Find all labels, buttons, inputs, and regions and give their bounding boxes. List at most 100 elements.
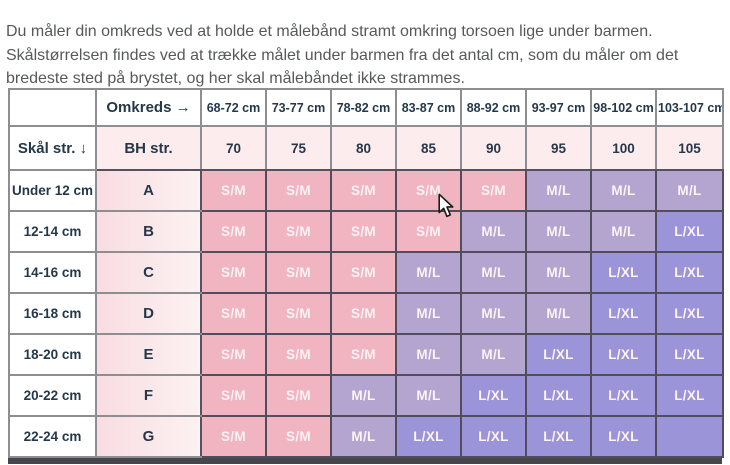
size-cell: L/XL <box>590 292 657 335</box>
size-cell: S/M <box>200 333 267 376</box>
size-cell: S/M <box>200 292 267 335</box>
size-cell: M/L <box>655 169 724 212</box>
size-cell: S/M <box>265 251 332 294</box>
cup-range-cell: 12-14 cm <box>8 210 97 253</box>
cup-letter-cell: G <box>95 415 202 458</box>
size-cell: M/L <box>460 333 527 376</box>
size-cell: L/XL <box>655 210 724 253</box>
band-header-cell: 98-102 cm <box>590 88 657 127</box>
size-cell: S/M <box>265 415 332 458</box>
size-cell: M/L <box>395 292 462 335</box>
size-cell: L/XL <box>655 333 724 376</box>
size-cell: M/L <box>460 210 527 253</box>
cup-letter-cell: B <box>95 210 202 253</box>
size-cell: L/XL <box>590 415 657 458</box>
cup-range-cell: 18-20 cm <box>8 333 97 376</box>
table-body: Under 12 cm A S/M S/M S/M S/M S/M M/L M/L M/L 12-1… <box>8 169 724 458</box>
size-cell: L/XL <box>395 415 462 458</box>
corner-cell <box>8 88 97 127</box>
size-cell: L/XL <box>525 333 592 376</box>
size-cell: S/M <box>330 210 397 253</box>
size-cell <box>655 415 724 458</box>
cup-range-cell: Under 12 cm <box>8 169 97 212</box>
band-size-cell: 75 <box>265 125 332 171</box>
size-cell: S/M <box>395 210 462 253</box>
cup-range-cell: 20-22 cm <box>8 374 97 417</box>
size-cell: S/M <box>265 292 332 335</box>
size-cell: S/M <box>395 169 462 212</box>
band-header-cell: 68-72 cm <box>200 88 267 127</box>
band-size-cell: 85 <box>395 125 462 171</box>
cup-letter-cell: E <box>95 333 202 376</box>
size-cell: S/M <box>200 169 267 212</box>
size-cell: M/L <box>395 374 462 417</box>
table-bottom-bar <box>8 458 722 464</box>
band-size-cell: 100 <box>590 125 657 171</box>
size-cell: S/M <box>265 333 332 376</box>
size-cell: L/XL <box>525 415 592 458</box>
size-cell: M/L <box>590 210 657 253</box>
band-header-cell: 93-97 cm <box>525 88 592 127</box>
size-cell: S/M <box>265 374 332 417</box>
size-cell: S/M <box>200 374 267 417</box>
size-cell: M/L <box>525 169 592 212</box>
header-row-2: Skål str. ↓ BH str. 70 75 80 85 90 95 100 105 <box>8 125 724 171</box>
bh-header: BH str. <box>95 125 202 171</box>
size-cell: S/M <box>200 251 267 294</box>
size-cell: S/M <box>330 251 397 294</box>
size-cell: M/L <box>330 415 397 458</box>
size-cell: L/XL <box>525 374 592 417</box>
cup-letter-cell: C <box>95 251 202 294</box>
band-header-cell: 103-107 cm <box>655 88 724 127</box>
size-cell: S/M <box>200 415 267 458</box>
cup-letter-cell: F <box>95 374 202 417</box>
band-size-cell: 95 <box>525 125 592 171</box>
size-cell: L/XL <box>655 292 724 335</box>
size-cell: S/M <box>330 333 397 376</box>
size-cell: S/M <box>265 169 332 212</box>
band-size-cell: 105 <box>655 125 724 171</box>
size-cell: L/XL <box>590 333 657 376</box>
cup-range-cell: 14-16 cm <box>8 251 97 294</box>
size-cell: M/L <box>395 333 462 376</box>
cup-row: 14-16 cm C S/M S/M S/M M/L M/L M/L L/XL L/XL <box>8 251 724 294</box>
cup-row: 16-18 cm D S/M S/M S/M M/L M/L M/L L/XL L/XL <box>8 292 724 335</box>
size-cell: L/XL <box>590 251 657 294</box>
size-cell: M/L <box>590 169 657 212</box>
cup-row: 18-20 cm E S/M S/M S/M M/L M/L L/XL L/XL L/XL <box>8 333 724 376</box>
size-table-wrapper: Omkreds → 68-72 cm 73-77 cm 78-82 cm 83-87 … <box>8 88 724 464</box>
omkreds-header: Omkreds → <box>95 88 202 127</box>
size-cell: M/L <box>525 251 592 294</box>
cup-row: 20-22 cm F S/M S/M M/L M/L L/XL L/XL L/XL L/XL <box>8 374 724 417</box>
header-row-1: Omkreds → 68-72 cm 73-77 cm 78-82 cm 83-87 … <box>8 88 724 127</box>
cup-row: 12-14 cm B S/M S/M S/M S/M M/L M/L M/L L/XL <box>8 210 724 253</box>
size-cell: S/M <box>330 169 397 212</box>
band-size-cell: 90 <box>460 125 527 171</box>
size-cell: S/M <box>265 210 332 253</box>
cup-range-cell: 22-24 cm <box>8 415 97 458</box>
size-cell: M/L <box>460 251 527 294</box>
size-cell: M/L <box>395 251 462 294</box>
size-cell: S/M <box>200 210 267 253</box>
size-table: Omkreds → 68-72 cm 73-77 cm 78-82 cm 83-87 … <box>8 88 724 458</box>
size-cell: S/M <box>330 292 397 335</box>
size-cell: L/XL <box>460 374 527 417</box>
skaal-header: Skål str. ↓ <box>8 125 97 171</box>
size-cell: S/M <box>460 169 527 212</box>
size-cell: M/L <box>525 210 592 253</box>
band-header-cell: 88-92 cm <box>460 88 527 127</box>
size-cell: L/XL <box>590 374 657 417</box>
band-size-cell: 80 <box>330 125 397 171</box>
cup-letter-cell: D <box>95 292 202 335</box>
size-cell: L/XL <box>655 251 724 294</box>
cup-range-cell: 16-18 cm <box>8 292 97 335</box>
mouse-cursor-icon <box>438 193 454 218</box>
size-cell: L/XL <box>655 374 724 417</box>
intro-text: Du måler din omkreds ved at holde et mål… <box>6 23 679 87</box>
cup-letter-cell: A <box>95 169 202 212</box>
size-cell: L/XL <box>460 415 527 458</box>
cup-row: Under 12 cm A S/M S/M S/M S/M S/M M/L M/L M/L <box>8 169 724 212</box>
band-header-cell: 78-82 cm <box>330 88 397 127</box>
band-header-cell: 73-77 cm <box>265 88 332 127</box>
band-size-cell: 70 <box>200 125 267 171</box>
